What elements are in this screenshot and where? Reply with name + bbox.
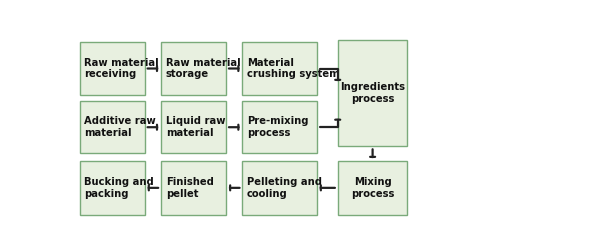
Text: Bucking and
packing: Bucking and packing bbox=[84, 177, 154, 199]
FancyBboxPatch shape bbox=[338, 161, 407, 215]
FancyBboxPatch shape bbox=[338, 40, 407, 146]
FancyBboxPatch shape bbox=[242, 42, 317, 96]
FancyBboxPatch shape bbox=[161, 42, 226, 96]
Text: Ingredients
process: Ingredients process bbox=[340, 82, 405, 104]
Text: Material
crushing system: Material crushing system bbox=[247, 58, 340, 79]
Text: Liquid raw
material: Liquid raw material bbox=[166, 116, 225, 138]
FancyBboxPatch shape bbox=[80, 161, 145, 215]
Text: Pelleting and
cooling: Pelleting and cooling bbox=[247, 177, 322, 199]
FancyBboxPatch shape bbox=[161, 161, 226, 215]
Text: Additive raw
material: Additive raw material bbox=[84, 116, 156, 138]
Text: Raw material
storage: Raw material storage bbox=[166, 58, 240, 79]
FancyBboxPatch shape bbox=[242, 101, 317, 153]
FancyBboxPatch shape bbox=[242, 161, 317, 215]
Text: Mixing
process: Mixing process bbox=[351, 177, 394, 199]
FancyBboxPatch shape bbox=[80, 42, 145, 96]
Text: Finished
pellet: Finished pellet bbox=[166, 177, 214, 199]
Text: Pre-mixing
process: Pre-mixing process bbox=[247, 116, 308, 138]
FancyBboxPatch shape bbox=[161, 101, 226, 153]
Text: Raw material
receiving: Raw material receiving bbox=[84, 58, 159, 79]
FancyBboxPatch shape bbox=[80, 101, 145, 153]
